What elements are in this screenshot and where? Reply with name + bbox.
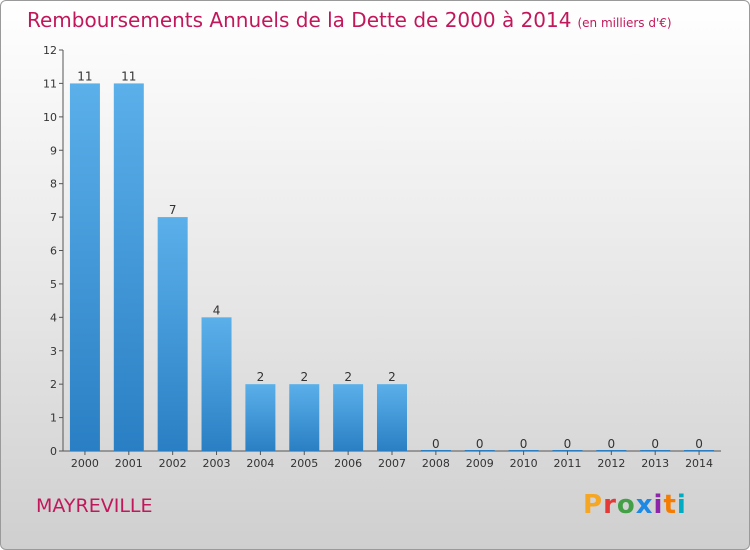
logo-letter: x xyxy=(635,490,654,520)
y-tick-label: 10 xyxy=(43,111,57,124)
y-tick-label: 0 xyxy=(50,445,57,458)
data-label: 0 xyxy=(476,437,484,451)
data-label: 2 xyxy=(344,370,352,384)
logo-letter: o xyxy=(616,490,636,520)
chart-title: Remboursements Annuels de la Dette de 20… xyxy=(27,8,672,32)
x-tick-label: 2008 xyxy=(422,457,450,470)
x-tick-label: 2009 xyxy=(466,457,494,470)
x-tick-label: 2003 xyxy=(203,457,231,470)
x-tick-label: 2010 xyxy=(510,457,538,470)
logo-letter: i xyxy=(653,490,664,520)
logo-letter: P xyxy=(583,490,604,520)
data-label: 0 xyxy=(651,437,659,451)
data-label: 7 xyxy=(169,203,177,217)
x-tick-label: 2002 xyxy=(159,457,187,470)
y-tick-label: 8 xyxy=(50,178,57,191)
logo-letter: i xyxy=(676,490,687,520)
y-tick-label: 11 xyxy=(43,77,57,90)
commune-name: MAYREVILLE xyxy=(36,495,153,517)
x-tick-label: 2004 xyxy=(246,457,274,470)
x-tick-label: 2012 xyxy=(597,457,625,470)
data-label: 0 xyxy=(432,437,440,451)
y-tick-label: 1 xyxy=(50,412,57,425)
y-tick-label: 3 xyxy=(50,345,57,358)
bar[interactable] xyxy=(377,384,407,451)
x-tick-label: 2006 xyxy=(334,457,362,470)
data-label: 2 xyxy=(388,370,396,384)
y-tick-label: 6 xyxy=(50,245,57,258)
x-tick-label: 2007 xyxy=(378,457,406,470)
y-tick-label: 5 xyxy=(50,278,57,291)
y-tick-label: 4 xyxy=(50,311,57,324)
bar[interactable] xyxy=(289,384,320,451)
data-label: 0 xyxy=(564,437,572,451)
logo-letter: t xyxy=(663,490,677,520)
data-label: 2 xyxy=(257,370,265,384)
x-tick-label: 2000 xyxy=(71,457,99,470)
data-label: 2 xyxy=(300,370,308,384)
x-tick-label: 2005 xyxy=(290,457,318,470)
bar[interactable] xyxy=(157,217,188,451)
y-tick-label: 2 xyxy=(50,378,57,391)
data-label: 11 xyxy=(121,69,136,83)
data-label: 11 xyxy=(77,69,92,83)
bar[interactable] xyxy=(245,384,276,451)
y-tick-label: 9 xyxy=(50,144,57,157)
bar[interactable] xyxy=(333,384,364,451)
bar[interactable] xyxy=(69,83,100,452)
data-label: 0 xyxy=(695,437,703,451)
bar[interactable] xyxy=(113,83,144,452)
x-tick-label: 2001 xyxy=(115,457,143,470)
data-label: 0 xyxy=(608,437,616,451)
labels: 2000112001112002720034200422005220062200… xyxy=(71,69,713,470)
x-tick-label: 2014 xyxy=(685,457,713,470)
y-tick-label: 7 xyxy=(50,211,57,224)
chart-title-unit: (en milliers d'€) xyxy=(577,16,672,30)
bars xyxy=(69,83,715,452)
x-tick-label: 2011 xyxy=(553,457,581,470)
x-tick-label: 2013 xyxy=(641,457,669,470)
bar[interactable] xyxy=(201,317,232,451)
chart-title-text: Remboursements Annuels de la Dette de 20… xyxy=(27,8,572,32)
data-label: 0 xyxy=(520,437,528,451)
y-tick-label: 12 xyxy=(43,44,57,57)
logo-letter: r xyxy=(603,490,617,520)
proxiti-logo[interactable]: Proxiti xyxy=(583,490,687,520)
data-label: 4 xyxy=(213,303,221,317)
